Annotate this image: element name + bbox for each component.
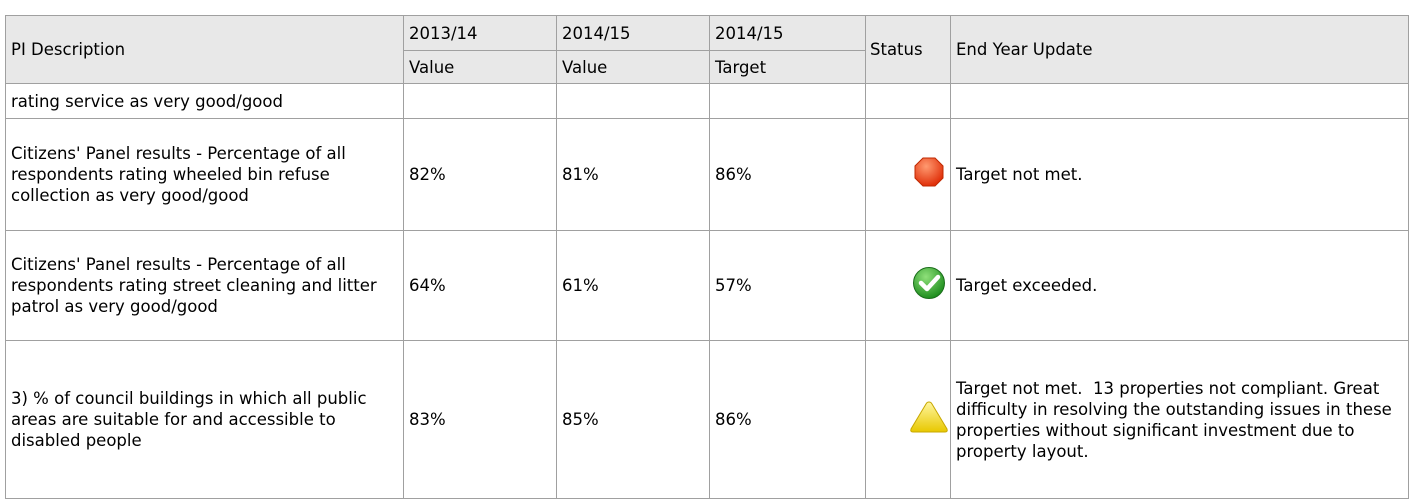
status-amber (910, 401, 948, 433)
header-cell: Target (709, 50, 866, 84)
cell: 57% (709, 230, 866, 341)
cell (865, 118, 951, 231)
header-cell: 2014/15 (556, 15, 710, 51)
cell: Target not met. (950, 118, 1409, 231)
pi-table: PI Description 2013/14 2014/15 2014/15 S… (5, 15, 1409, 499)
header-cell: Value (403, 50, 557, 84)
header-cell: Value (556, 50, 710, 84)
cell (865, 83, 951, 119)
cell (950, 83, 1409, 119)
header-cell: 2013/14 (403, 15, 557, 51)
cell: rating service as very good/good (5, 83, 404, 119)
cell: 3) % of council buildings in which all p… (5, 340, 404, 499)
cell (865, 230, 951, 341)
cell: Target not met. 13 properties not compli… (950, 340, 1409, 499)
header-cell: End Year Update (950, 15, 1409, 84)
cell (865, 340, 951, 499)
cell: 82% (403, 118, 557, 231)
header-cell: PI Description (5, 15, 404, 84)
cell: 86% (709, 340, 866, 499)
cell: Citizens' Panel results - Percentage of … (5, 230, 404, 341)
cell: 83% (403, 340, 557, 499)
header-cell: 2014/15 (709, 15, 866, 51)
cell (709, 83, 866, 119)
cell: Citizens' Panel results - Percentage of … (5, 118, 404, 231)
cell: 61% (556, 230, 710, 341)
cell: 85% (556, 340, 710, 499)
header-cell: Status (865, 15, 951, 84)
cell: 81% (556, 118, 710, 231)
cell (556, 83, 710, 119)
cell: 64% (403, 230, 557, 341)
status-green (912, 267, 945, 299)
status-red (914, 157, 944, 187)
cell: Target exceeded. (950, 230, 1409, 341)
cell (403, 83, 557, 119)
cell: 86% (709, 118, 866, 231)
